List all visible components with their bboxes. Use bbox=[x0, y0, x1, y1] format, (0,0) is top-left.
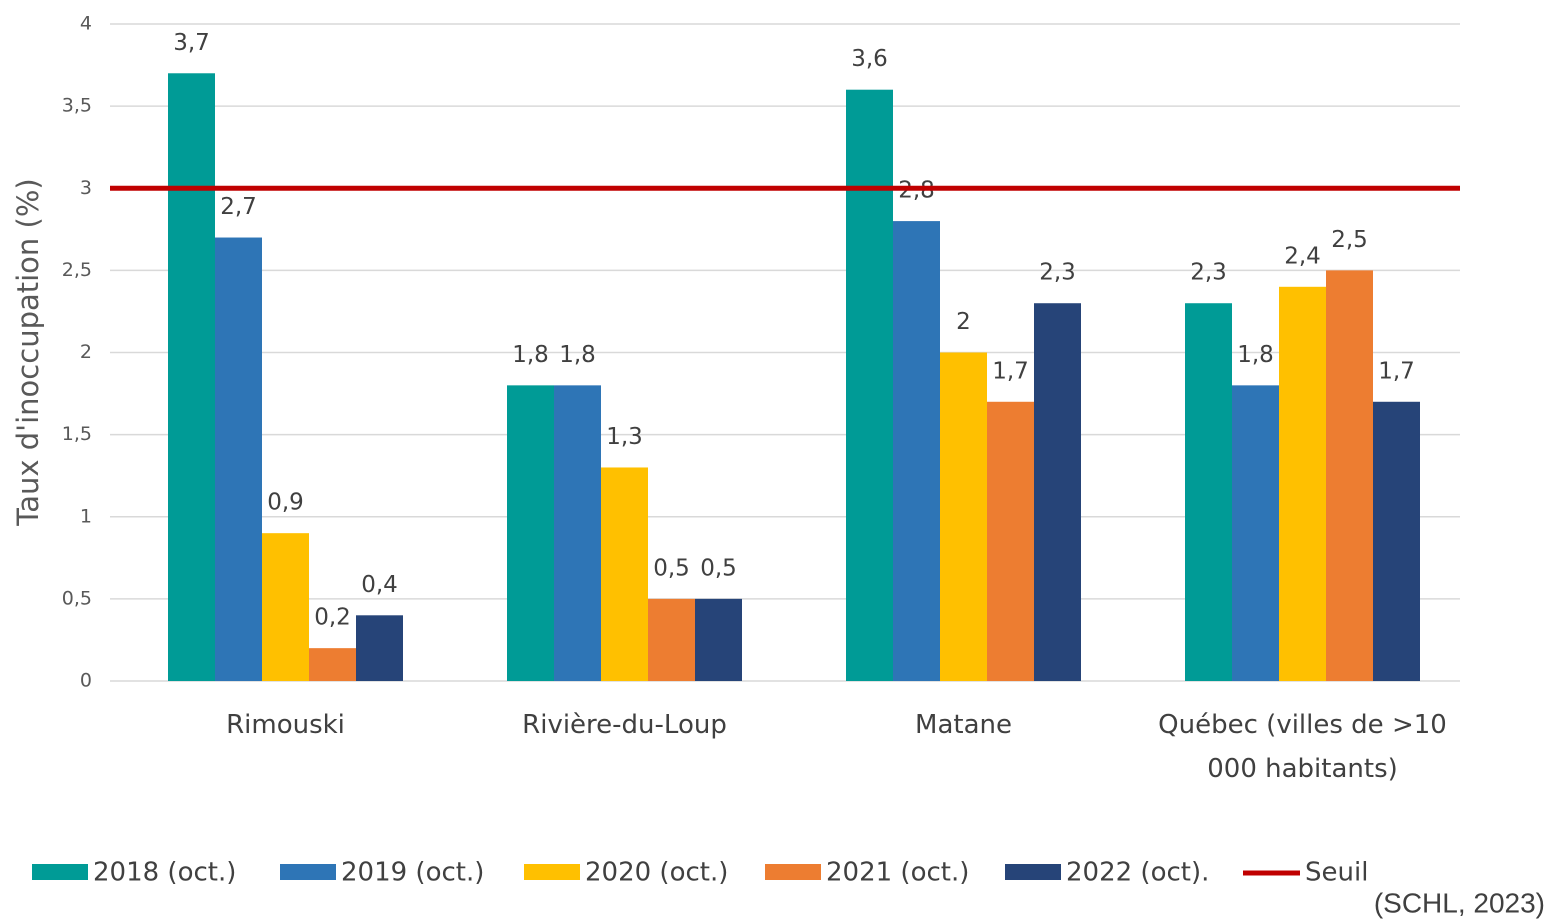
bar bbox=[309, 648, 356, 681]
legend-label: Seuil bbox=[1305, 858, 1368, 888]
x-tick-label: Rivière-du-Loup bbox=[522, 710, 727, 740]
bar bbox=[1279, 286, 1326, 681]
value-label: 3,6 bbox=[851, 46, 888, 72]
legend-label: 2022 (oct). bbox=[1066, 858, 1209, 888]
bar bbox=[940, 352, 987, 681]
legend-swatch bbox=[32, 864, 88, 880]
y-tick-label: 1 bbox=[80, 505, 92, 527]
bar bbox=[168, 73, 215, 681]
legend-label: 2019 (oct.) bbox=[341, 858, 484, 888]
legend-swatch bbox=[765, 864, 821, 880]
value-label: 1,8 bbox=[512, 342, 549, 368]
y-axis-label: Taux d'inoccupation (%) bbox=[11, 178, 45, 526]
x-tick-label: Québec (villes de >10 000 habitants) bbox=[1158, 710, 1447, 784]
bar bbox=[507, 385, 554, 681]
y-tick-label: 2,5 bbox=[62, 259, 92, 281]
bar bbox=[554, 385, 601, 681]
value-label: 2,7 bbox=[220, 194, 257, 220]
y-tick-label: 0,5 bbox=[62, 587, 92, 609]
bar bbox=[262, 533, 309, 681]
bar bbox=[846, 89, 893, 681]
value-label: 0,4 bbox=[361, 572, 398, 598]
bar bbox=[987, 401, 1034, 681]
legend-label: 2020 (oct.) bbox=[585, 858, 728, 888]
x-tick-label: Matane bbox=[915, 710, 1012, 740]
value-label: 0,5 bbox=[700, 555, 737, 581]
bar bbox=[356, 615, 403, 681]
y-tick-label: 3,5 bbox=[62, 95, 92, 117]
value-label: 1,3 bbox=[606, 424, 643, 450]
value-label: 0,5 bbox=[653, 555, 690, 581]
value-label: 3,7 bbox=[173, 30, 210, 56]
legend-swatch bbox=[524, 864, 580, 880]
value-label: 2,3 bbox=[1039, 260, 1076, 286]
value-label: 0,9 bbox=[267, 490, 304, 516]
bar bbox=[215, 237, 262, 681]
bar bbox=[695, 598, 742, 681]
bar bbox=[601, 467, 648, 681]
bar bbox=[1326, 270, 1373, 681]
value-label: 1,7 bbox=[1378, 358, 1415, 384]
value-label: 2 bbox=[956, 309, 971, 335]
y-tick-label: 2 bbox=[80, 341, 92, 363]
bar bbox=[648, 598, 695, 681]
legend-label: 2018 (oct.) bbox=[93, 858, 236, 888]
bar bbox=[1034, 303, 1081, 681]
value-label: 1,8 bbox=[1237, 342, 1274, 368]
value-label: 0,2 bbox=[314, 605, 351, 631]
bar bbox=[1185, 303, 1232, 681]
bar bbox=[1373, 401, 1420, 681]
legend-swatch bbox=[280, 864, 336, 880]
bar bbox=[893, 221, 940, 681]
value-label: 2,5 bbox=[1331, 227, 1368, 253]
y-tick-label: 4 bbox=[80, 13, 92, 35]
value-label: 1,8 bbox=[559, 342, 596, 368]
source: (SCHL, 2023) bbox=[1374, 887, 1545, 918]
value-label: 2,3 bbox=[1190, 260, 1227, 286]
value-label: 2,4 bbox=[1284, 243, 1321, 269]
value-label: 1,7 bbox=[992, 358, 1029, 384]
y-tick-label: 1,5 bbox=[62, 423, 92, 445]
legend-swatch bbox=[1005, 864, 1061, 880]
legend-label: 2021 (oct.) bbox=[826, 858, 969, 888]
y-tick-label: 3 bbox=[80, 177, 92, 199]
bar bbox=[1232, 385, 1279, 681]
y-tick-label: 0 bbox=[80, 670, 92, 692]
x-tick-label: Rimouski bbox=[226, 710, 345, 740]
